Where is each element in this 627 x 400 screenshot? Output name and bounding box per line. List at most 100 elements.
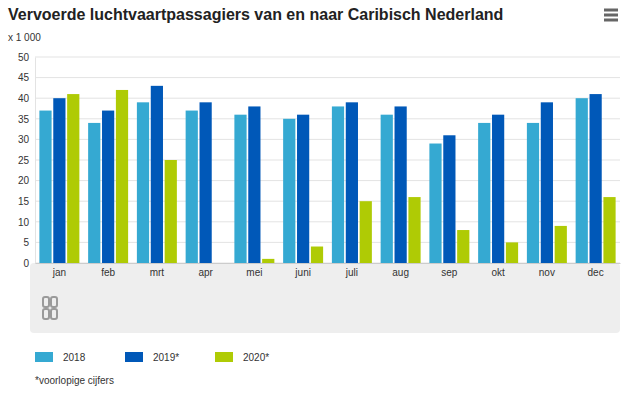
bar — [137, 102, 149, 263]
menu-icon[interactable] — [604, 9, 618, 22]
bar — [165, 160, 177, 263]
legend-item[interactable]: 2018 — [35, 352, 86, 363]
y-tick-label: 40 — [18, 93, 30, 104]
bar — [478, 123, 490, 263]
bars — [39, 86, 615, 263]
bar — [151, 86, 163, 263]
logo — [43, 297, 57, 319]
logo-part — [51, 309, 57, 319]
bar — [283, 119, 295, 263]
bar — [360, 201, 372, 263]
x-tick: apr — [198, 263, 213, 278]
x-tick-label: okt — [491, 267, 505, 278]
series — [67, 90, 615, 263]
y-tick-label: 45 — [18, 72, 30, 83]
y-tick-label: 50 — [18, 52, 30, 63]
x-tick: aug — [392, 263, 409, 278]
x-tick: sep — [441, 263, 458, 278]
legend-swatch[interactable] — [215, 352, 233, 362]
bar — [555, 226, 567, 263]
menu-icon-bar[interactable] — [604, 19, 618, 22]
title: Vervoerde luchtvaartpassagiers van en na… — [8, 6, 503, 23]
legend: 2018 2019* 2020* — [35, 352, 269, 363]
bar — [541, 102, 553, 263]
background-panel — [30, 263, 620, 333]
x-tick-label: apr — [198, 267, 213, 278]
y-tick-label: 0 — [23, 258, 29, 269]
y-tick: 15 — [18, 196, 35, 207]
x-tick: mei — [246, 263, 262, 278]
grid — [35, 57, 620, 263]
bar — [213, 263, 225, 264]
x-tick: juni — [294, 263, 311, 278]
bar — [576, 98, 588, 263]
legend-item[interactable]: 2019* — [125, 352, 179, 363]
bar — [67, 94, 79, 263]
y-tick: 10 — [18, 217, 35, 228]
bar — [186, 111, 198, 263]
bar — [88, 123, 100, 263]
legend-label[interactable]: 2020* — [243, 352, 269, 363]
x-tick-label: dec — [588, 267, 604, 278]
legend-swatch[interactable] — [125, 352, 143, 362]
menu-icon-bar[interactable] — [604, 14, 618, 17]
y-axis-label: x 1 000 — [8, 32, 41, 43]
y-tick-label: 30 — [18, 134, 30, 145]
bar — [53, 98, 65, 263]
y-tick-label: 10 — [18, 217, 30, 228]
y-tick-label: 25 — [18, 155, 30, 166]
x-tick-label: aug — [392, 267, 409, 278]
legend-label[interactable]: 2019* — [153, 352, 179, 363]
legend-label[interactable]: 2018 — [63, 352, 86, 363]
logo-part — [43, 297, 49, 307]
series — [53, 86, 601, 263]
x-tick-label: nov — [539, 267, 555, 278]
bar — [200, 102, 212, 263]
bar — [408, 197, 420, 263]
y-tick: 20 — [18, 175, 35, 186]
y-axis: 0 5 10 15 20 25 30 35 40 45 50 — [18, 52, 36, 269]
bar — [603, 197, 615, 263]
x-tick-label: juni — [294, 267, 311, 278]
bar — [102, 111, 114, 263]
bar — [234, 115, 246, 263]
bar — [590, 94, 602, 263]
y-tick: 25 — [18, 155, 35, 166]
y-tick: 35 — [18, 114, 35, 125]
y-tick: 30 — [18, 134, 35, 145]
bar — [443, 135, 455, 263]
x-tick: mrt — [150, 263, 165, 278]
bar — [346, 102, 358, 263]
y-tick: 45 — [18, 72, 35, 83]
bar — [311, 247, 323, 263]
legend-item[interactable]: 2020* — [215, 352, 269, 363]
bar — [395, 106, 407, 263]
bar — [429, 144, 441, 263]
y-tick-label: 35 — [18, 114, 30, 125]
grid-line — [35, 77, 620, 78]
legend-swatch[interactable] — [35, 352, 53, 362]
y-tick-label: 20 — [18, 175, 30, 186]
x-tick-label: mei — [246, 267, 262, 278]
bar — [457, 230, 469, 263]
x-tick: okt — [491, 263, 505, 278]
x-tick-label: sep — [441, 267, 458, 278]
x-tick: nov — [539, 263, 555, 278]
x-tick: feb — [101, 263, 115, 278]
footnote: *voorlopige cijfers — [35, 375, 114, 386]
x-tick: jan — [52, 263, 66, 278]
menu-icon-bar[interactable] — [604, 9, 618, 12]
y-tick-label: 5 — [23, 237, 29, 248]
bar — [39, 111, 51, 263]
x-tick-label: feb — [101, 267, 115, 278]
chart-svg: Vervoerde luchtvaartpassagiers van en na… — [0, 0, 627, 400]
bar — [527, 123, 539, 263]
grid-line — [35, 57, 620, 58]
logo-part — [51, 297, 57, 307]
bar — [297, 115, 309, 263]
x-axis: janfebmrtaprmeijunijuliaugsepoktnovdec — [36, 263, 621, 278]
bar — [262, 259, 274, 263]
y-tick: 0 — [23, 258, 35, 269]
y-axis-line — [35, 58, 36, 264]
bar — [506, 242, 518, 263]
